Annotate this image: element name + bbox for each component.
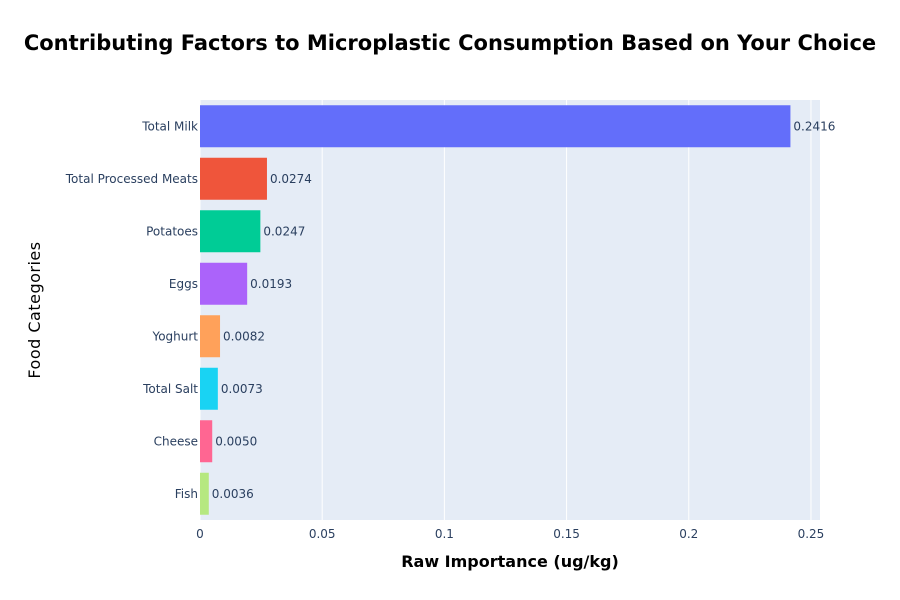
bar xyxy=(200,315,221,358)
data-labels: 0.2416 0.0274 0.0247 0.0193 0.0082 0.0073 0.00… xyxy=(212,119,836,501)
x-tick-label: 0.15 xyxy=(553,527,580,541)
data-label: 0.2416 xyxy=(793,119,835,133)
bar xyxy=(200,472,209,515)
x-tick-labels: 0 0.05 0.1 0.15 0.2 0.25 xyxy=(196,527,824,541)
data-label: 0.0036 xyxy=(212,487,254,501)
y-tick-label: Cheese xyxy=(154,434,198,448)
chart-title: Contributing Factors to Microplastic Con… xyxy=(24,31,876,55)
data-label: 0.0082 xyxy=(223,329,265,343)
y-tick-labels: Total Milk Total Processed Meats Potatoes E… xyxy=(65,119,199,501)
x-tick-label: 0.05 xyxy=(309,527,336,541)
bar xyxy=(200,367,218,410)
y-tick-label: Yoghurt xyxy=(151,329,198,343)
plot-area xyxy=(200,100,820,520)
bar xyxy=(200,420,213,463)
data-label: 0.0050 xyxy=(215,434,257,448)
y-axis-title: Food Categories xyxy=(25,241,44,378)
y-tick-label: Total Salt xyxy=(142,382,198,396)
bar xyxy=(200,262,248,305)
y-tick-label: Total Milk xyxy=(141,119,198,133)
data-label: 0.0247 xyxy=(263,224,305,238)
y-tick-label: Fish xyxy=(175,487,198,501)
y-tick-label: Total Processed Meats xyxy=(65,172,198,186)
data-label: 0.0274 xyxy=(270,172,312,186)
bar xyxy=(200,157,267,200)
data-label: 0.0073 xyxy=(221,382,263,396)
x-axis-title: Raw Importance (ug/kg) xyxy=(401,552,619,571)
data-label: 0.0193 xyxy=(250,277,292,291)
x-tick-label: 0.25 xyxy=(798,527,825,541)
x-tick-label: 0.1 xyxy=(435,527,454,541)
bars xyxy=(200,105,791,515)
bar xyxy=(200,105,791,148)
y-tick-label: Eggs xyxy=(169,277,198,291)
bar xyxy=(200,210,261,253)
y-tick-label: Potatoes xyxy=(146,224,198,238)
x-tick-label: 0.2 xyxy=(679,527,698,541)
x-tick-label: 0 xyxy=(196,527,204,541)
